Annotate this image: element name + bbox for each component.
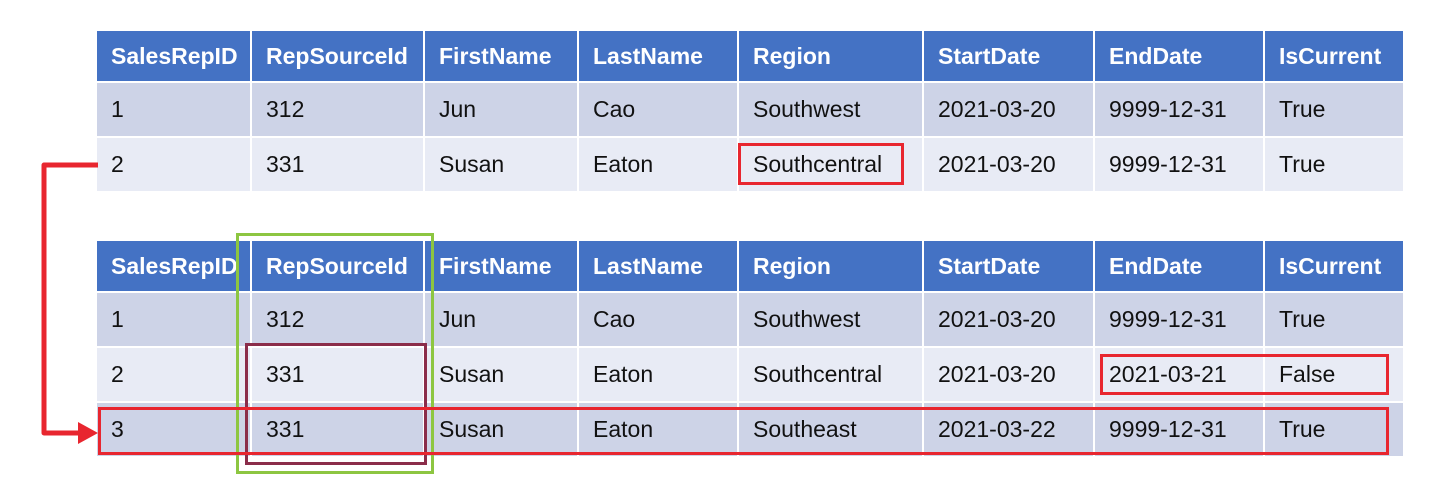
cell-repsourceid: 312: [250, 81, 425, 138]
cell-repsourceid: 331: [250, 346, 425, 403]
cell-startdate: 2021-03-20: [922, 136, 1095, 193]
top-table: SalesRepID RepSourceId FirstName LastNam…: [95, 29, 1405, 193]
bottom-table: SalesRepID RepSourceId FirstName LastNam…: [95, 239, 1405, 458]
header-salesrepid: SalesRepID: [95, 29, 252, 83]
header-iscurrent: IsCurrent: [1263, 239, 1405, 293]
table-row: 2 331 Susan Eaton Southcentral 2021-03-2…: [95, 136, 1405, 193]
cell-firstname: Susan: [423, 401, 579, 458]
table-header-row: SalesRepID RepSourceId FirstName LastNam…: [95, 29, 1405, 83]
cell-iscurrent: True: [1263, 136, 1405, 193]
cell-lastname: Cao: [577, 81, 739, 138]
header-repsourceid: RepSourceId: [250, 239, 425, 293]
cell-region: Southwest: [737, 291, 924, 348]
cell-region: Southeast: [737, 401, 924, 458]
cell-firstname: Jun: [423, 291, 579, 348]
header-region: Region: [737, 29, 924, 83]
cell-startdate: 2021-03-20: [922, 81, 1095, 138]
cell-salesrepid: 3: [95, 401, 252, 458]
cell-lastname: Eaton: [577, 346, 739, 403]
cell-salesrepid: 1: [95, 291, 252, 348]
cell-iscurrent: True: [1263, 81, 1405, 138]
cell-iscurrent: False: [1263, 346, 1405, 403]
table-row: 3 331 Susan Eaton Southeast 2021-03-22 9…: [95, 401, 1405, 458]
cell-region: Southwest: [737, 81, 924, 138]
header-startdate: StartDate: [922, 29, 1095, 83]
cell-salesrepid: 2: [95, 136, 252, 193]
header-salesrepid: SalesRepID: [95, 239, 252, 293]
cell-firstname: Susan: [423, 136, 579, 193]
cell-region: Southcentral: [737, 136, 924, 193]
cell-lastname: Cao: [577, 291, 739, 348]
cell-firstname: Jun: [423, 81, 579, 138]
header-repsourceid: RepSourceId: [250, 29, 425, 83]
header-firstname: FirstName: [423, 29, 579, 83]
header-lastname: LastName: [577, 239, 739, 293]
header-enddate: EndDate: [1093, 29, 1265, 83]
table-row: 1 312 Jun Cao Southwest 2021-03-20 9999-…: [95, 291, 1405, 348]
cell-firstname: Susan: [423, 346, 579, 403]
header-enddate: EndDate: [1093, 239, 1265, 293]
cell-enddate: 9999-12-31: [1093, 401, 1265, 458]
cell-region: Southcentral: [737, 346, 924, 403]
cell-enddate: 9999-12-31: [1093, 291, 1265, 348]
cell-lastname: Eaton: [577, 401, 739, 458]
header-lastname: LastName: [577, 29, 739, 83]
cell-iscurrent: True: [1263, 401, 1405, 458]
cell-startdate: 2021-03-22: [922, 401, 1095, 458]
cell-enddate: 9999-12-31: [1093, 136, 1265, 193]
header-firstname: FirstName: [423, 239, 579, 293]
cell-enddate: 2021-03-21: [1093, 346, 1265, 403]
table-header-row: SalesRepID RepSourceId FirstName LastNam…: [95, 239, 1405, 293]
cell-iscurrent: True: [1263, 291, 1405, 348]
cell-lastname: Eaton: [577, 136, 739, 193]
cell-startdate: 2021-03-20: [922, 346, 1095, 403]
header-startdate: StartDate: [922, 239, 1095, 293]
table-row: 2 331 Susan Eaton Southcentral 2021-03-2…: [95, 346, 1405, 403]
header-iscurrent: IsCurrent: [1263, 29, 1405, 83]
cell-repsourceid: 331: [250, 401, 425, 458]
cell-enddate: 9999-12-31: [1093, 81, 1265, 138]
table-row: 1 312 Jun Cao Southwest 2021-03-20 9999-…: [95, 81, 1405, 138]
cell-salesrepid: 1: [95, 81, 252, 138]
cell-startdate: 2021-03-20: [922, 291, 1095, 348]
cell-repsourceid: 331: [250, 136, 425, 193]
cell-repsourceid: 312: [250, 291, 425, 348]
arrow-line: [41, 162, 98, 436]
cell-salesrepid: 2: [95, 346, 252, 403]
header-region: Region: [737, 239, 924, 293]
